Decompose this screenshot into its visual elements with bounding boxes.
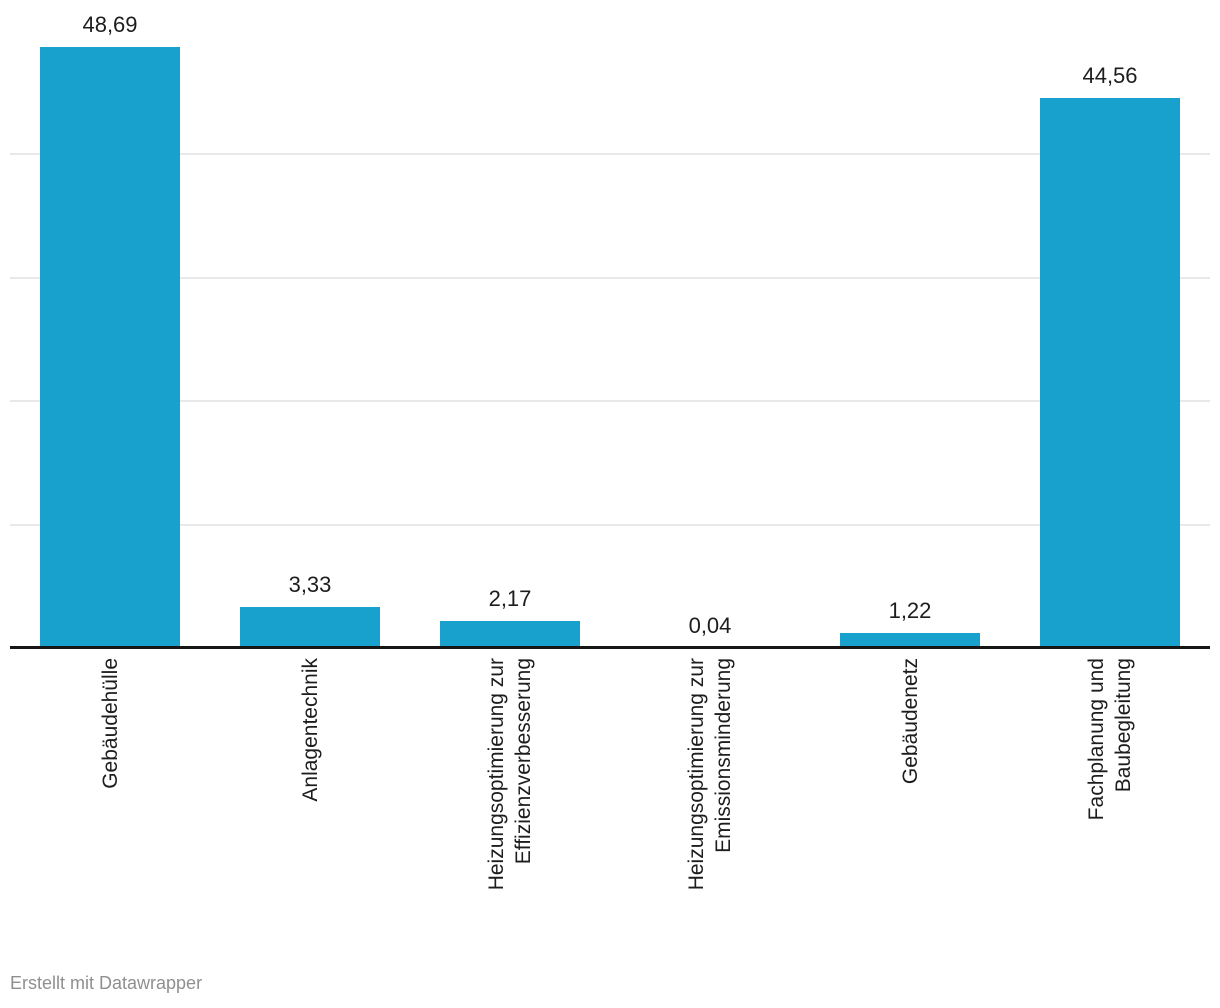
x-tick-label-line: Gebäudenetz: [898, 658, 922, 785]
bar-value-label-5: 1,22: [888, 597, 932, 623]
gridline-20: [10, 400, 1210, 403]
bar-6[interactable]: [1040, 97, 1180, 648]
x-tick-label-line: Effizienzverbesserung: [512, 658, 535, 865]
x-tick-label-5: Gebäudenetz: [897, 658, 924, 948]
bar-2[interactable]: [240, 606, 380, 648]
footer: Erstellt mit Datawrapper: [10, 971, 202, 995]
gridline-40: [10, 153, 1210, 156]
gridline-10: [10, 523, 1210, 526]
bar-value-label-1: 48,69: [82, 12, 138, 38]
x-tick-label-line: Anlagentechnik: [298, 658, 322, 802]
x-tick-label-1: Gebäudehülle: [97, 658, 124, 948]
x-axis-line: [10, 646, 1210, 649]
x-tick-label-4: Heizungsoptimierung zur Emissionsminderun…: [683, 658, 737, 948]
bar-5[interactable]: [840, 632, 980, 648]
x-tick-label-6: Fachplanung und Baubegleitung: [1083, 658, 1137, 948]
bar-value-label-2: 3,33: [288, 571, 332, 597]
x-tick-label-2: Anlagentechnik: [297, 658, 324, 948]
x-tick-label-line: Emissionsminderung: [712, 658, 735, 853]
x-tick-label-line: Fachplanung und: [1085, 658, 1108, 821]
gridline-30: [10, 276, 1210, 279]
x-tick-label-3: Heizungsoptimierung zur Effizienzverbesse…: [483, 658, 537, 948]
bar-1[interactable]: [40, 47, 180, 648]
datawrapper-credit-link[interactable]: Erstellt mit Datawrapper: [10, 973, 203, 993]
x-tick-label-line: Heizungsoptimierung zur: [485, 658, 508, 891]
bar-3[interactable]: [440, 621, 580, 648]
x-tick-label-line: Gebäudehülle: [98, 658, 122, 789]
bar-value-label-3: 2,17: [488, 586, 532, 612]
x-tick-label-line: Heizungsoptimierung zur: [685, 658, 708, 891]
bar-value-label-4: 0,04: [688, 612, 732, 638]
bar-value-label-6: 44,56: [1082, 62, 1138, 88]
x-tick-label-line: Baubegleitung: [1112, 658, 1135, 793]
